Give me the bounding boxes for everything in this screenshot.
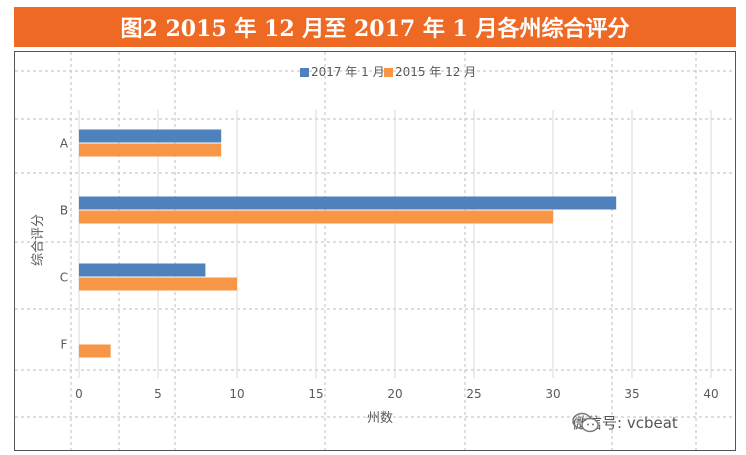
y-tick-label: F	[61, 338, 68, 352]
x-tick-label: 35	[624, 387, 639, 401]
legend-label: 2015 年 12 月	[395, 65, 476, 79]
x-axis-label: 州数	[367, 411, 393, 426]
x-tick-label: 15	[308, 387, 323, 401]
dashed-overlay-grid	[15, 52, 735, 450]
x-tick-label: 5	[154, 387, 162, 401]
legend-swatch	[384, 68, 393, 77]
bar-2015-12-F	[79, 344, 111, 358]
x-tick-label: 30	[545, 387, 560, 401]
chart-legend: 2017 年 1 月 2015 年 12 月	[300, 65, 476, 79]
y-axis-label: 综合评分	[31, 214, 46, 266]
title-banner: 图2 2015 年 12 月至 2017 年 1 月各州综合评分	[14, 7, 736, 47]
wechat-icon	[572, 412, 599, 433]
legend-swatch	[300, 68, 309, 77]
bar-2017-01-B	[79, 196, 617, 210]
y-tick-label: B	[60, 204, 68, 218]
legend-label: 2017 年 1 月	[311, 65, 385, 79]
watermark: 微信号: vcbeat	[572, 412, 678, 433]
bar-2015-12-C	[79, 277, 237, 291]
y-tick-label: A	[60, 137, 69, 151]
bar-2017-01-A	[79, 129, 222, 143]
bar-2015-12-A	[79, 143, 222, 157]
y-tick-label: C	[60, 271, 68, 285]
x-tick-label: 40	[703, 387, 718, 401]
chart-axes: 0 5 10 15 20 25 30 35 40 A B C F	[60, 137, 719, 402]
chart-bars	[79, 129, 617, 358]
chart-frame	[14, 51, 736, 451]
x-tick-label: 25	[466, 387, 481, 401]
watermark-text: 微信号: vcbeat	[572, 414, 678, 432]
x-tick-label: 20	[387, 387, 402, 401]
bar-2017-01-C	[79, 263, 206, 277]
bar-2015-12-B	[79, 210, 553, 224]
x-tick-label: 10	[229, 387, 244, 401]
chart-title: 图2 2015 年 12 月至 2017 年 1 月各州综合评分	[120, 16, 630, 42]
x-tick-label: 0	[75, 387, 83, 401]
